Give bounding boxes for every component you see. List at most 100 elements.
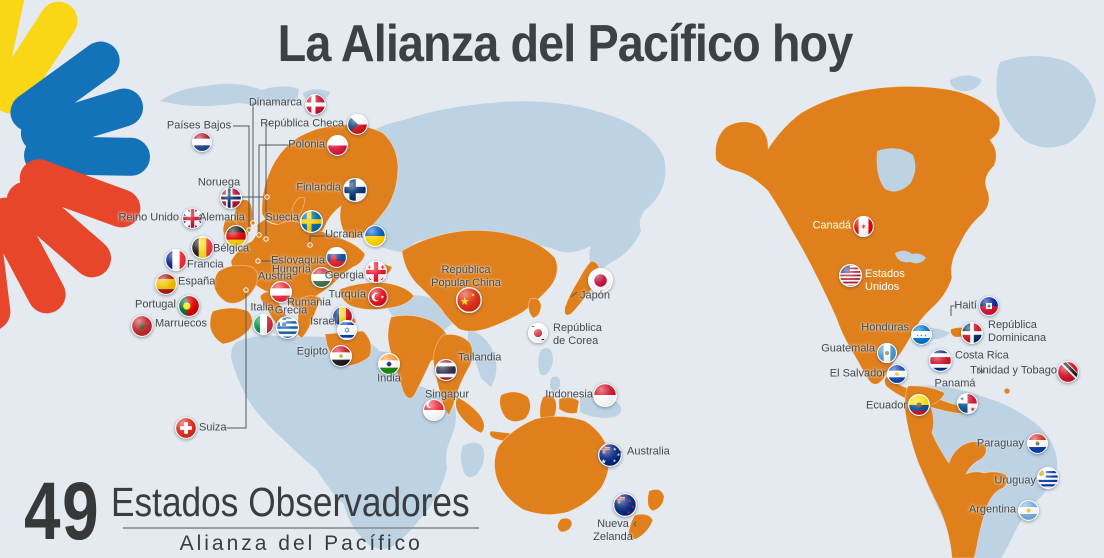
country-label-hungria: Hungría xyxy=(271,263,311,276)
flag-icon-marruecos: ★ xyxy=(131,315,153,337)
country-label-republica-checa: República Checa xyxy=(260,117,344,130)
country-label-noruega: Noruega xyxy=(197,176,241,189)
country-label-eslovaquia: Eslovaquia xyxy=(271,254,325,267)
flag-icon-india xyxy=(378,353,400,375)
flag-icon-espana xyxy=(155,273,177,295)
flag-icon-ucrania xyxy=(364,225,386,247)
flag-icon-canada: ✶ xyxy=(852,215,874,237)
country-label-belgica: Bélgica xyxy=(213,242,250,255)
country-label-suiza: Suiza xyxy=(199,421,227,434)
flag-icon-francia xyxy=(165,249,187,271)
inland-water xyxy=(876,148,926,264)
country-label-republica-popular-china: República Popular China xyxy=(431,263,501,289)
country-label-turquia: Turquía xyxy=(328,288,366,301)
flag-icon-suiza xyxy=(175,417,197,439)
flag-icon-suecia xyxy=(299,209,323,233)
country-label-nueva-zelanda: Nueva Zelanda xyxy=(593,517,633,543)
country-label-tailandia: Tailandia xyxy=(458,351,502,364)
country-label-canada: Canadá xyxy=(812,219,851,232)
flag-icon-costa-rica xyxy=(928,348,952,372)
flag-icon-uruguay xyxy=(1037,467,1059,489)
country-label-republica-dominicana: República Dominicana xyxy=(988,318,1047,344)
observer-landmasses xyxy=(209,86,1010,558)
leader-arrow-1: ‹ xyxy=(633,516,637,531)
country-label-suecia: Suecia xyxy=(265,211,299,224)
leader-arrow-0: › xyxy=(618,444,622,459)
flag-icon-singapur xyxy=(423,399,445,421)
country-label-grecia: Grecia xyxy=(274,304,308,317)
stat-divider xyxy=(123,527,480,529)
country-label-georgia: Georgia xyxy=(324,269,364,282)
flag-icon-italia xyxy=(252,313,274,335)
flag-icon-egipto xyxy=(330,345,352,367)
country-label-estados-unidos: Estados Unidos xyxy=(865,267,905,293)
page-title: La Alianza del Pacífico hoy xyxy=(277,15,854,73)
flag-icon-eslovaquia xyxy=(325,246,347,268)
country-label-italia: Italia xyxy=(250,301,274,314)
flag-icon-australia: ★★★★★ xyxy=(598,443,622,467)
country-label-uruguay: Uruguay xyxy=(994,474,1036,487)
flag-icon-panama: ★★ xyxy=(956,392,978,414)
flag-icon-nueva-zelanda: ★★★ xyxy=(613,493,637,517)
country-label-francia: Francia xyxy=(187,258,224,271)
country-label-finlandia: Finlandia xyxy=(296,181,341,194)
stats-block: 49 Estados Observadores Alianza del Pací… xyxy=(24,466,528,557)
country-label-ucrania: Ucrania xyxy=(325,228,363,241)
flag-icon-turquia: ★ xyxy=(368,287,388,307)
country-label-republica-de-corea: República de Corea xyxy=(553,321,602,347)
leader-lines xyxy=(225,102,957,429)
flag-icon-japon xyxy=(587,267,613,293)
flag-icon-noruega xyxy=(220,187,242,209)
flag-icon-hungria xyxy=(310,266,332,288)
country-label-indonesia: Indonesia xyxy=(545,388,593,401)
country-label-paraguay: Paraguay xyxy=(976,437,1024,450)
flag-icon-polonia xyxy=(326,134,348,156)
stat-label: Estados Observadores xyxy=(111,479,470,525)
flag-icon-argentina xyxy=(1017,499,1039,521)
flag-icon-el-salvador xyxy=(887,364,907,384)
flag-icon-indonesia xyxy=(593,383,617,407)
flag-icon-guatemala xyxy=(877,343,897,363)
flag-icon-republica-de-corea xyxy=(528,323,548,343)
country-label-argentina: Argentina xyxy=(968,503,1016,516)
flag-icon-ecuador xyxy=(908,394,930,416)
flag-icon-austria xyxy=(270,281,292,303)
stat-sublabel: Alianza del Pacífico xyxy=(179,532,423,555)
flag-icon-paises-bajos xyxy=(192,132,212,152)
flag-icon-georgia: ✚✚✚✚ xyxy=(365,261,387,283)
country-label-paises-bajos: Países Bajos xyxy=(166,119,232,132)
flag-icon-estados-unidos xyxy=(838,263,862,287)
flag-icon-republica-popular-china: ★★ xyxy=(456,287,482,313)
flag-icon-finlandia xyxy=(343,178,367,202)
flag-icon-haiti xyxy=(979,296,999,316)
country-label-espana: España xyxy=(178,275,216,288)
country-label-singapur: Singapur xyxy=(424,388,470,401)
country-label-dinamarca: Dinamarca xyxy=(248,96,302,109)
stat-number: 49 xyxy=(24,466,101,557)
country-label-japon: Japón xyxy=(580,289,610,302)
flag-icon-dinamarca xyxy=(304,93,326,115)
country-label-israel: Israel xyxy=(310,315,337,328)
country-label-egipto: Egipto xyxy=(296,345,328,358)
country-label-trinidad-y-tobago: Trinidad y Tobago xyxy=(970,364,1057,377)
flag-icon-israel: ✡ xyxy=(337,320,357,340)
country-label-reino-unido: Reino Unido xyxy=(118,211,179,224)
flag-icon-portugal xyxy=(178,295,200,317)
country-label-marruecos: Marruecos xyxy=(155,317,207,330)
country-label-haiti: Haití xyxy=(954,299,977,312)
flag-icon-republica-checa xyxy=(346,113,368,135)
flag-icon-belgica xyxy=(190,235,214,259)
flag-icon-reino-unido xyxy=(181,207,203,229)
flag-icon-alemania xyxy=(225,225,247,247)
flag-icon-honduras: ★★★ xyxy=(910,323,932,345)
country-label-alemania: Alemania xyxy=(199,211,245,224)
country-label-costa-rica: Costa Rica xyxy=(955,349,1009,362)
country-label-panama: Panamá xyxy=(934,377,976,390)
country-label-rumania: Rumania xyxy=(286,296,331,309)
flag-icon-grecia xyxy=(275,315,299,339)
country-label-guatemala: Guatemala xyxy=(821,342,875,355)
country-label-honduras: Honduras xyxy=(861,321,909,334)
country-label-ecuador: Ecuador xyxy=(866,399,907,412)
country-label-polonia: Polonia xyxy=(288,138,325,151)
